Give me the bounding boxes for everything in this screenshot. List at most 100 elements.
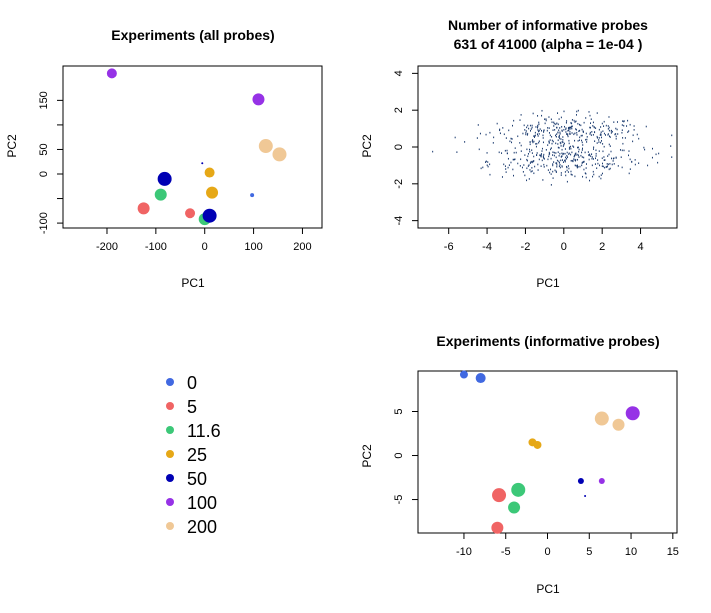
panel2-probe-point: [570, 170, 572, 173]
panel2-probe-point: [558, 147, 560, 149]
panel2-probe-point: [571, 122, 573, 125]
panel2-probe-point: [532, 160, 534, 163]
panel2-probe-point: [524, 129, 526, 131]
panel2-probe-point: [552, 154, 554, 156]
panel1-point-group-5: [137, 202, 150, 215]
panel2-probe-point: [569, 128, 571, 130]
panel2-probe-point: [604, 134, 606, 136]
panel2-probe-point: [570, 173, 572, 176]
panel2-probe-point: [555, 156, 557, 159]
panel2-probe-point: [531, 149, 533, 151]
panel2-probe-point: [534, 131, 536, 134]
panel2-probe-point: [566, 165, 568, 168]
panel3-x-tick-label: -10: [456, 546, 472, 558]
panel2-probe-point: [615, 137, 617, 140]
panel2-ylabel: PC2: [360, 134, 374, 158]
panel2-probe-point: [542, 134, 544, 137]
panel2-probe-point: [588, 154, 590, 157]
panel2-probe-point: [532, 141, 534, 144]
panel2-probe-point: [596, 142, 598, 144]
panel2-probe-point: [565, 156, 567, 159]
panel2-probe-point: [532, 139, 534, 141]
panel2-probe-point: [563, 152, 565, 155]
panel1-point-group-0: [250, 193, 255, 198]
panel2-probe-point: [588, 111, 590, 113]
panel2-probe-point: [564, 159, 566, 162]
panel2-probe-point: [564, 159, 566, 162]
panel2-probe-point: [487, 161, 489, 163]
panel3-title: Experiments (informative probes): [436, 333, 659, 349]
panel2-probe-point: [655, 153, 657, 156]
panel2-probe-point: [621, 149, 623, 152]
panel2-probe-point: [559, 166, 561, 169]
panel2-probe-point: [579, 136, 581, 139]
panel2-probe-point: [610, 132, 612, 134]
legend: 0 5 11.6 25 50 100 200: [166, 373, 221, 537]
panel2-probe-point: [575, 120, 577, 123]
panel2-probe-point: [508, 129, 510, 132]
panel2-probe-point: [570, 122, 572, 124]
panel2-probe-point: [571, 159, 573, 162]
panel3-ylabel: PC2: [360, 444, 374, 468]
legend-label: 5: [187, 397, 197, 417]
panel2-probe-point: [540, 165, 542, 167]
panel1-plot-box: [62, 65, 323, 229]
panel2-probe-point: [622, 120, 624, 122]
panel1-x-tick-label: 200: [293, 241, 311, 253]
panel2-y-tick-label: -4: [393, 216, 405, 226]
panel2-probe-point: [529, 143, 531, 146]
panel2-probe-point: [571, 119, 573, 121]
panel2-probe-point: [577, 166, 579, 168]
panel2-probe-point: [575, 152, 577, 155]
panel2-probe-point: [586, 138, 588, 141]
panel2-probe-point: [529, 162, 531, 164]
panel2-probe-point: [632, 134, 634, 137]
panel2-probe-point: [566, 157, 568, 160]
panel2-probe-point: [556, 159, 558, 162]
panel2-probe-point: [542, 179, 544, 181]
panel2-probe-point: [550, 184, 552, 186]
panel2-probe-point: [578, 148, 580, 151]
panel3-point-group-11.6: [511, 482, 526, 497]
panel3-point-group-100: [625, 406, 640, 421]
legend-marker-11.6: [166, 426, 174, 434]
panel2-probe-point: [485, 161, 487, 163]
panel2-probe-point: [503, 163, 505, 166]
panel2-probe-point: [589, 133, 591, 135]
panel2-probe-point: [573, 119, 575, 122]
panel1-point-group-200: [272, 147, 287, 162]
panel2-probe-point: [508, 164, 510, 166]
panel2-probe-point: [575, 154, 577, 156]
panel2-probe-point: [581, 164, 583, 167]
panel2-probe-point: [537, 125, 539, 128]
panel2-xlabel: PC1: [536, 276, 560, 290]
panel2-probe-point: [558, 154, 560, 157]
panel2-probe-point: [671, 134, 673, 137]
panel2-probe-point: [550, 168, 552, 171]
panel2-probe-point: [529, 130, 531, 132]
panel2-probe-point: [514, 158, 516, 161]
panel1-point-group-100: [252, 93, 265, 106]
panel2-probe-point: [573, 146, 575, 148]
panel2-points: [432, 109, 673, 186]
panel1-point-group-5: [185, 208, 196, 219]
panel2-probe-point: [585, 138, 587, 141]
panel2-probe-point: [585, 132, 587, 135]
panel2-probe-point: [486, 164, 488, 167]
panel2-probe-point: [657, 161, 659, 164]
panel2-probe-point: [610, 150, 612, 153]
panel2-probe-point: [602, 130, 604, 133]
panel2-probe-point: [552, 151, 554, 154]
panel2-probe-point: [600, 134, 602, 136]
legend-label: 50: [187, 469, 207, 489]
panel2-probe-point: [527, 153, 529, 155]
panel2-probe-point: [592, 148, 594, 150]
panel2-probe-point: [600, 177, 602, 180]
panel2-probe-point: [511, 138, 513, 140]
panel2-probe-point: [555, 152, 557, 154]
panel2-probe-point: [603, 120, 605, 123]
panel2-probe-point: [580, 154, 582, 157]
panel2-probe-point: [501, 152, 503, 154]
panel2-probe-point: [529, 124, 531, 127]
panel2-probe-point: [615, 135, 617, 138]
